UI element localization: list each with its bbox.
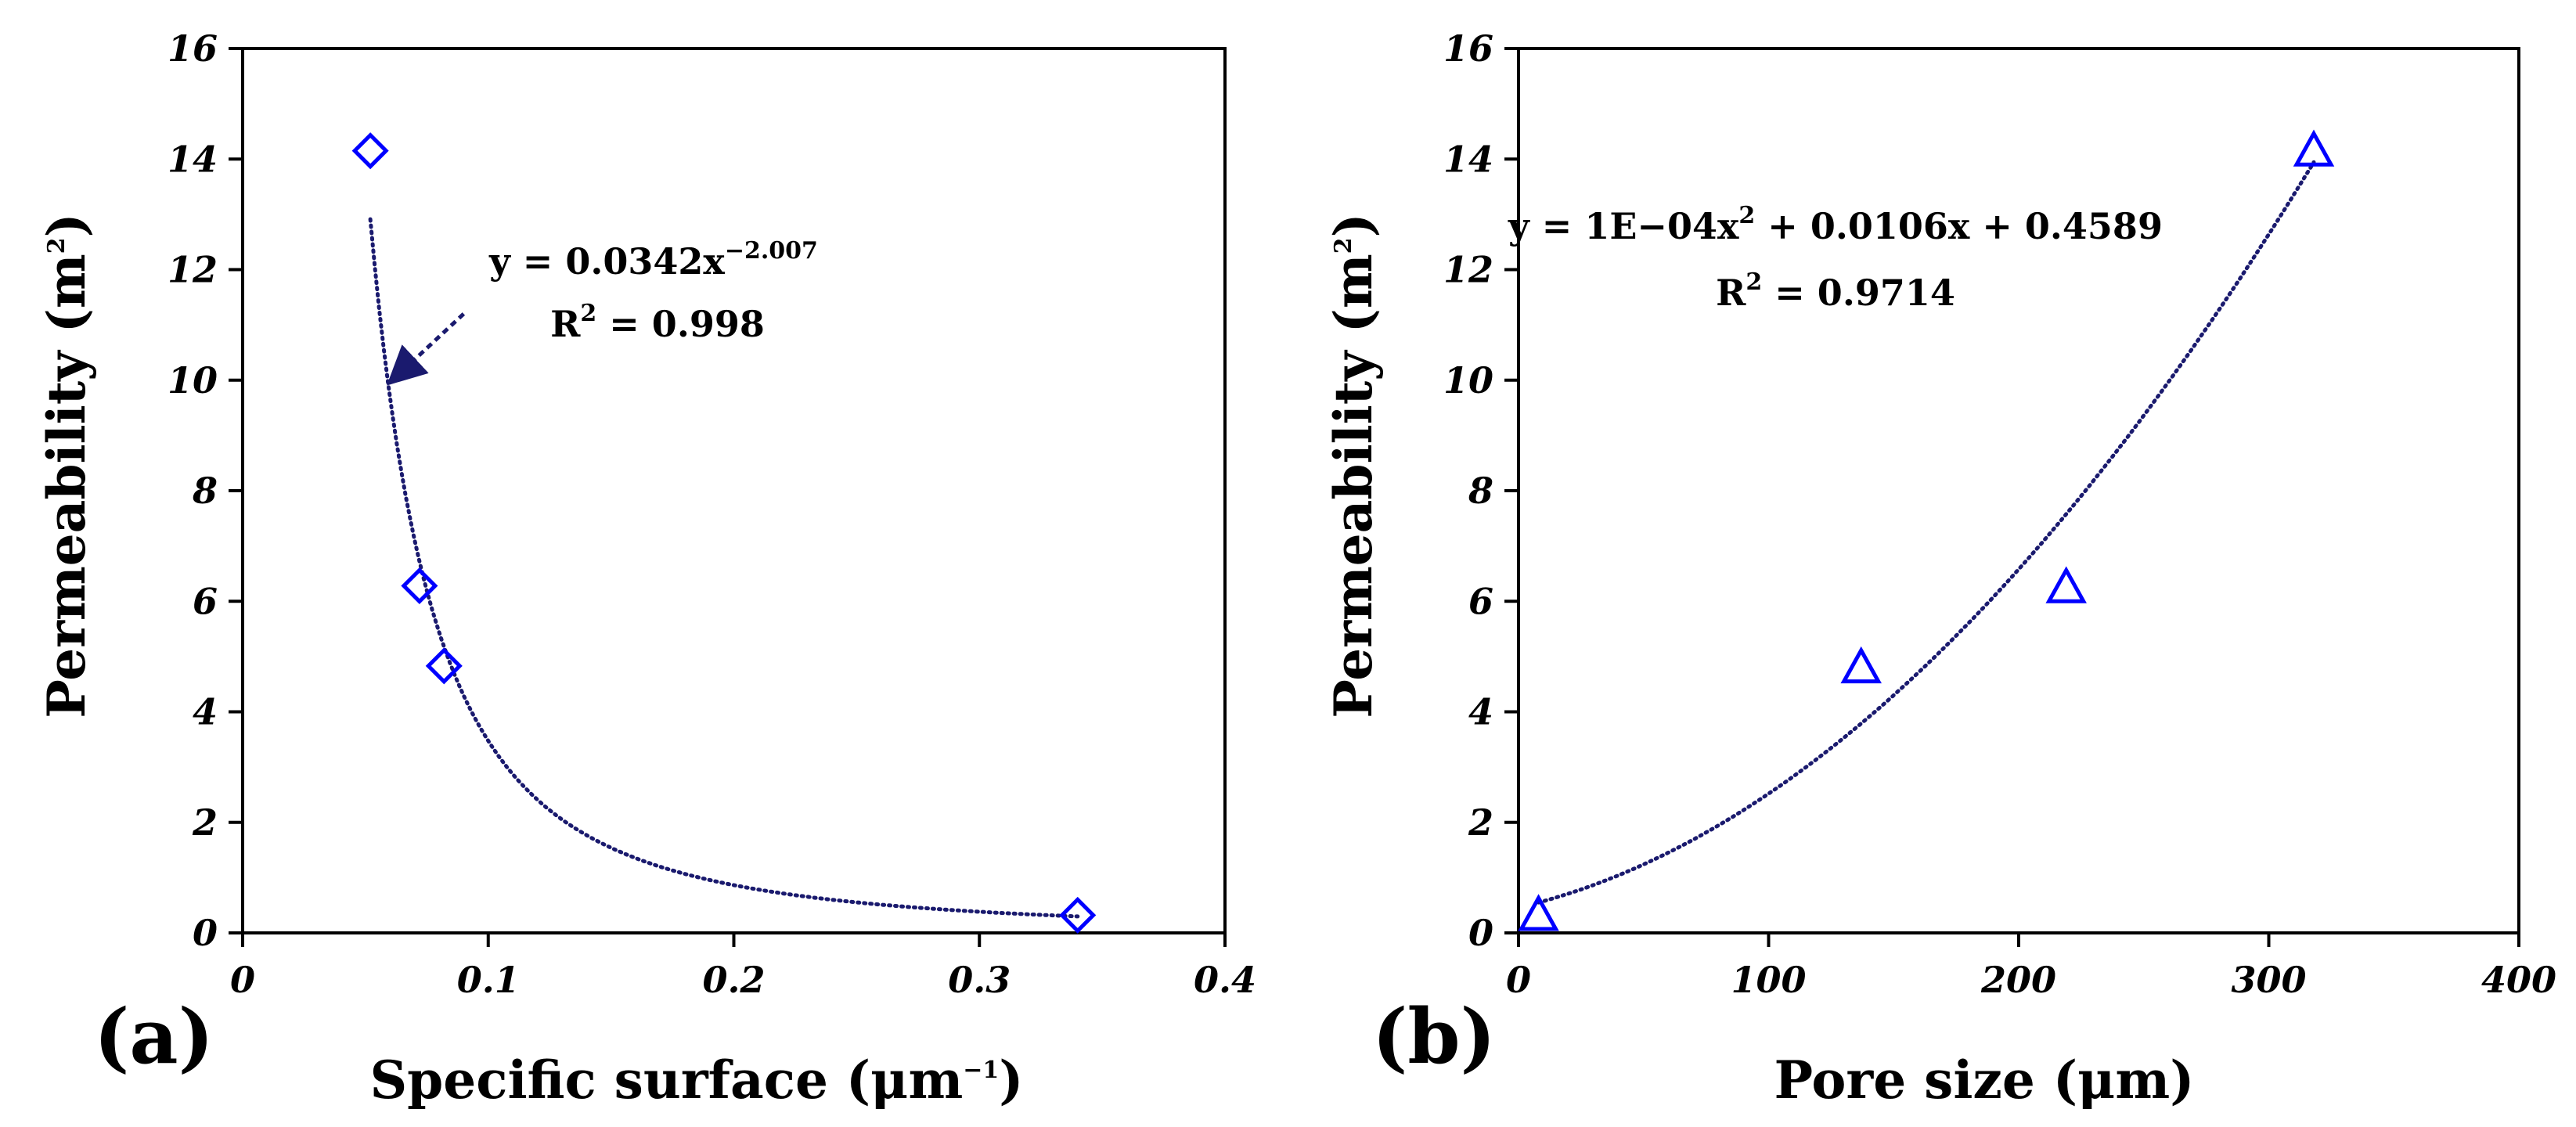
chart-panel-a: 0 0.1 0.2 0.3 0.4 0 2 4 6 8 10 12 14 16 (a) Specific … [36,27,1256,1111]
y-tick-label-a: 10 [168,359,218,401]
equation-b: y = 1E−04x2 + 0.0106x + 0.4589 [1508,202,2163,247]
y-tick-label-b: 8 [1468,470,1493,512]
y-tick-label-b: 12 [1443,249,1493,291]
y-tick-label-a: 4 [193,691,218,733]
x-tick-label-b: 400 [2481,959,2556,1001]
x-axis-title-b: Pore size (μm) [1774,1050,2195,1111]
data-point-b [1840,646,1882,684]
x-tick-label-a: 0.3 [948,959,1011,1001]
x-tick-label-b: 200 [1980,959,2056,1001]
y-axis-title-a: Permeability (m2) [36,213,97,718]
y-tick-label-a: 16 [168,27,218,70]
data-point-b [2293,129,2335,167]
y-axis-title-b: Permeability (m2) [1323,213,1384,718]
x-tick-label-b: 100 [1731,959,1806,1001]
y-tick-label-b: 2 [1468,801,1493,844]
plot-frame-b [1517,47,2520,934]
y-tick-label-b: 6 [1468,580,1493,622]
x-tick-label-a: 0.4 [1194,959,1256,1001]
x-axis-title-a: Specific surface (μm−1) [369,1050,1023,1111]
data-point-a [425,647,463,685]
r-squared-b: R2 = 0.9714 [1716,268,1955,314]
y-tick-label-a: 8 [192,470,218,512]
r-squared-a: R2 = 0.998 [550,300,765,345]
y-tick-label-a: 14 [168,138,218,180]
y-tick-label-b: 0 [1468,912,1493,954]
x-tick-label-a: 0.1 [457,959,520,1001]
y-tick-label-b: 10 [1443,359,1493,401]
x-tick-label-a: 0 [230,959,255,1001]
chart-panel-b: 0 100 200 300 400 0 2 4 6 8 10 12 14 16 (b) Pore size… [1323,27,2556,1111]
y-tick-label-a: 0 [193,912,218,954]
annotation-arrow-a [387,312,466,386]
trendline-a [368,217,1080,919]
y-tick-label-a: 12 [168,249,218,291]
data-point-b [1518,894,1559,931]
x-tick-label-a: 0.2 [702,959,765,1001]
equation-a: y = 0.0342x−2.007 [488,237,818,283]
x-tick-label-b: 0 [1506,959,1531,1001]
data-point-a [401,567,438,605]
plot-frame-a [241,47,1227,934]
data-point-a [1059,896,1097,934]
data-point-a [351,132,389,170]
y-tick-label-a: 2 [192,801,218,844]
panel-label-b: (b) [1372,992,1496,1081]
x-tick-label-b: 300 [2231,959,2306,1001]
y-tick-label-b: 16 [1443,27,1493,70]
data-point-b [2045,566,2087,603]
panel-label-a: (a) [94,992,214,1081]
y-tick-label-a: 6 [193,580,218,622]
trendline-b [1537,160,2316,905]
y-tick-label-b: 4 [1468,691,1493,733]
y-tick-label-b: 14 [1443,138,1493,180]
